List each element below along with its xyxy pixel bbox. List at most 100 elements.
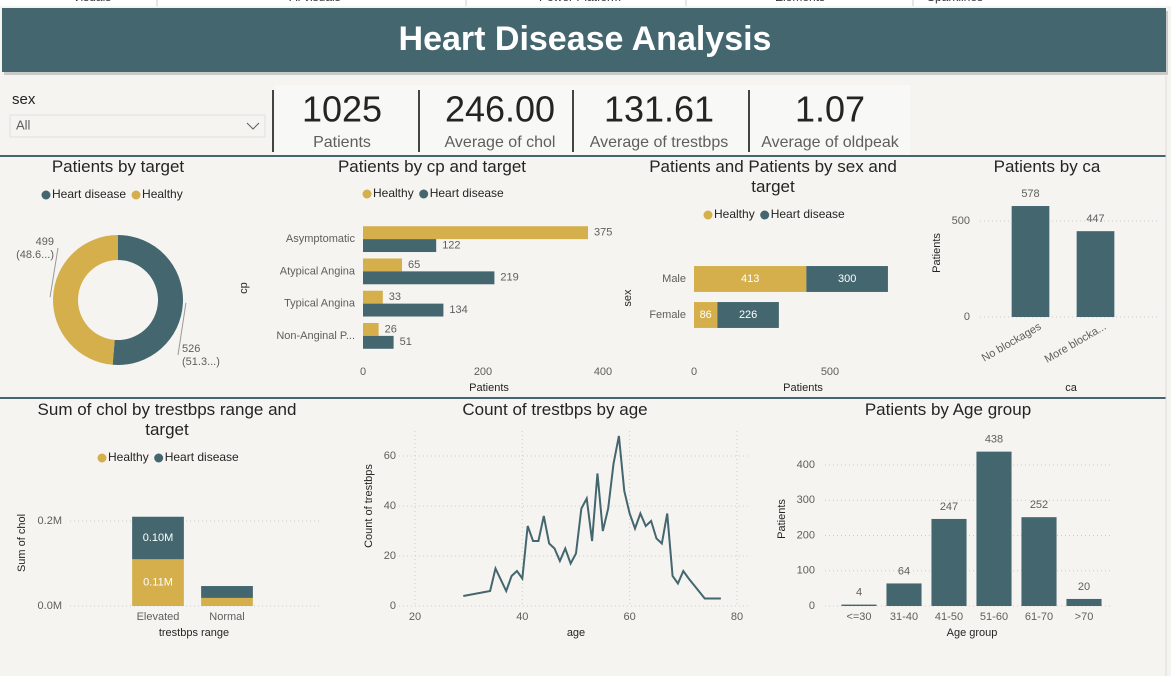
y-tick-label: 500 xyxy=(952,215,970,227)
data-label: 499 xyxy=(36,236,54,248)
y-axis-title: Patients xyxy=(776,499,788,539)
slicer-value[interactable]: All xyxy=(16,117,31,132)
kpi-value: 1025 xyxy=(302,89,382,130)
data-label: 51 xyxy=(400,336,412,348)
x-tick-label: 400 xyxy=(594,366,612,378)
y-axis-title: Patients xyxy=(931,233,943,273)
data-label: 0.11M xyxy=(143,577,173,589)
x-axis-title: ca xyxy=(1065,382,1078,394)
y-tick-label: Non-Anginal P... xyxy=(276,330,355,342)
y-tick-label: 400 xyxy=(797,459,815,471)
x-axis-title: Age group xyxy=(947,627,998,639)
data-label: 578 xyxy=(1021,188,1039,200)
y-tick-label: Atypical Angina xyxy=(280,265,356,277)
x-tick-label: >70 xyxy=(1075,611,1094,623)
ribbon-item[interactable]: Visuals xyxy=(73,0,111,4)
y-tick-label: Typical Angina xyxy=(284,298,356,310)
data-label: 64 xyxy=(898,565,910,577)
slicer-dropdown[interactable] xyxy=(9,114,266,138)
bar xyxy=(363,290,383,304)
y-tick-label: 40 xyxy=(384,500,396,512)
x-tick-label: 0 xyxy=(691,366,697,378)
header-title: Heart Disease Analysis xyxy=(399,20,772,58)
line xyxy=(463,435,721,600)
donut-slice xyxy=(53,235,118,365)
x-tick-label: Normal xyxy=(209,611,244,623)
bar xyxy=(363,239,437,253)
x-tick-label: 41-50 xyxy=(935,611,963,623)
kpi-value: 131.61 xyxy=(604,89,714,130)
legend-marker xyxy=(362,189,372,199)
kpi-label: Average of chol xyxy=(445,134,556,151)
legend-label: Heart disease xyxy=(430,186,504,200)
data-label: 247 xyxy=(940,501,958,513)
legend-marker xyxy=(760,210,770,220)
kpi-label: Average of trestbps xyxy=(590,134,728,151)
bar xyxy=(363,303,444,317)
bar xyxy=(363,271,495,285)
kpi-label: Average of oldpeak xyxy=(761,134,900,151)
y-tick-label: 0.2M xyxy=(38,515,62,527)
data-label: 438 xyxy=(985,434,1003,446)
ribbon-item[interactable]: Elements xyxy=(775,0,825,4)
slicer-label: sex xyxy=(12,91,36,108)
y-axis-title: Count of trestbps xyxy=(363,464,375,548)
bar xyxy=(1011,206,1050,317)
y-tick-label: Male xyxy=(662,273,686,285)
kpi-label: Patients xyxy=(313,134,371,151)
legend-marker xyxy=(154,453,164,463)
legend-label: Heart disease xyxy=(771,207,845,221)
x-tick-label: Elevated xyxy=(137,611,180,623)
data-label: 375 xyxy=(594,227,612,239)
bar xyxy=(1066,598,1102,606)
legend-label: Heart disease xyxy=(165,450,239,464)
legend-marker xyxy=(97,453,107,463)
x-tick-label: 40 xyxy=(516,611,528,623)
percent-label: (51.3...) xyxy=(182,356,220,368)
x-tick-label: 200 xyxy=(474,366,492,378)
data-label: 0.10M xyxy=(143,532,174,544)
chart-title: Patients by target xyxy=(51,157,185,176)
bar xyxy=(132,559,184,606)
kpi-panel xyxy=(275,85,910,155)
data-label: 134 xyxy=(449,304,467,316)
bar xyxy=(1076,231,1115,317)
data-label: 33 xyxy=(389,291,401,303)
percent-label: (48.6...) xyxy=(16,249,54,261)
bar xyxy=(806,266,888,292)
legend-label: Healthy xyxy=(142,187,183,201)
x-tick-label: 80 xyxy=(731,611,743,623)
bar xyxy=(694,266,807,292)
x-tick-label: <=30 xyxy=(846,611,871,623)
bar xyxy=(694,302,718,328)
leader-line xyxy=(49,247,59,298)
legend-marker xyxy=(703,210,713,220)
chart-title: Patients by cp and target xyxy=(337,157,527,176)
dropdown-chevron[interactable] xyxy=(246,122,260,130)
bar xyxy=(201,586,253,598)
data-label: 413 xyxy=(741,273,759,285)
x-axis-title: Patients xyxy=(783,382,823,394)
x-tick-label: 20 xyxy=(409,611,421,623)
bar xyxy=(1021,517,1057,606)
ribbon-item[interactable]: AI visuals xyxy=(289,0,340,4)
y-axis-title: Sum of chol xyxy=(16,514,28,572)
legend-label: Healthy xyxy=(714,207,755,221)
data-label: 300 xyxy=(838,273,856,285)
data-label: 65 xyxy=(408,259,420,271)
bar xyxy=(363,226,588,240)
chart-title: Patients and Patients by sex and target xyxy=(649,157,897,196)
x-tick-label: 31-40 xyxy=(890,611,918,623)
x-tick-label: 500 xyxy=(821,366,839,378)
ribbon-item[interactable]: Power Platform xyxy=(539,0,621,4)
data-label: 86 xyxy=(700,309,712,321)
chart-title: Patients by Age group xyxy=(864,400,1032,419)
bar xyxy=(841,604,877,606)
legend-label: Heart disease xyxy=(52,187,126,201)
ribbon-item[interactable]: Sparklines xyxy=(927,0,983,4)
y-tick-label: 0 xyxy=(809,600,815,612)
legend-label: Healthy xyxy=(108,450,149,464)
data-label: 447 xyxy=(1086,213,1104,225)
y-tick-label: 0 xyxy=(964,311,970,323)
